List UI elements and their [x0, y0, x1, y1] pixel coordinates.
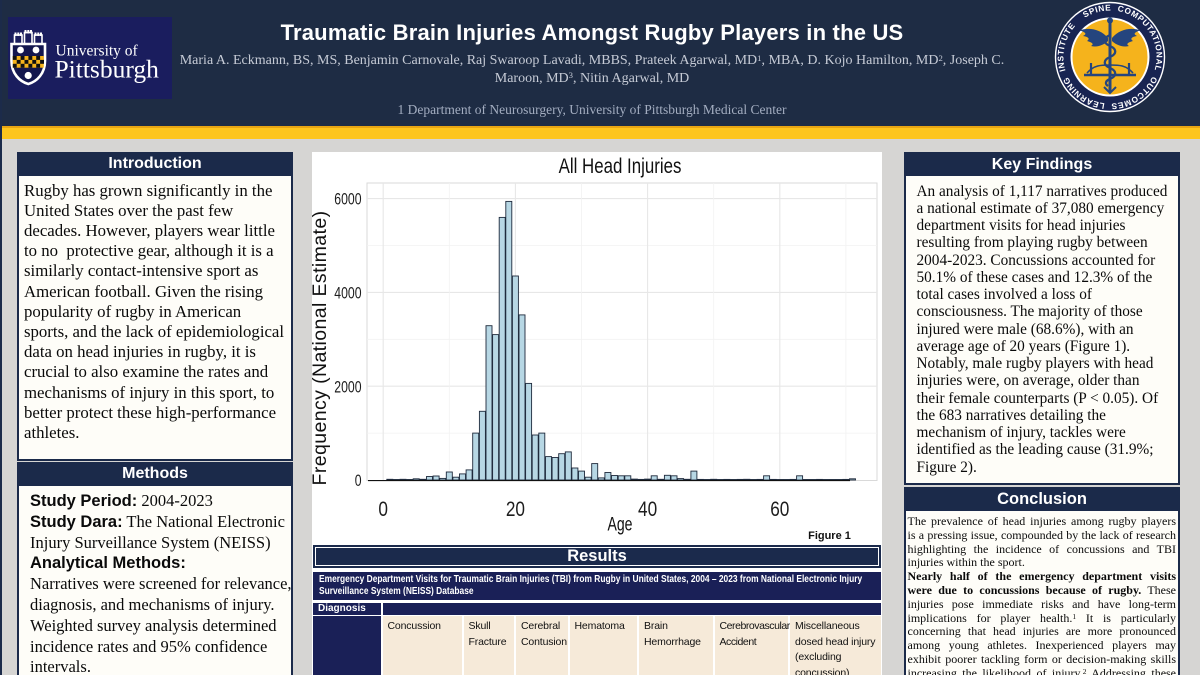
svg-text:University of: University of — [56, 43, 139, 60]
svg-text:Age: Age — [608, 513, 633, 535]
svg-text:Figure 1: Figure 1 — [808, 530, 851, 542]
svg-text:0: 0 — [355, 472, 362, 490]
svg-text:0: 0 — [378, 499, 388, 522]
svg-text:6000: 6000 — [334, 191, 361, 209]
svg-text:20: 20 — [506, 499, 525, 522]
svg-text:2000: 2000 — [334, 379, 361, 397]
svg-text:Pittsburgh: Pittsburgh — [55, 55, 160, 84]
svg-text:Frequency (National Estimate): Frequency (National Estimate) — [312, 211, 331, 486]
svg-text:60: 60 — [770, 499, 789, 522]
svg-text:4000: 4000 — [334, 285, 361, 303]
svg-text:All Head Injuries: All Head Injuries — [559, 155, 682, 178]
svg-text:40: 40 — [638, 499, 657, 522]
